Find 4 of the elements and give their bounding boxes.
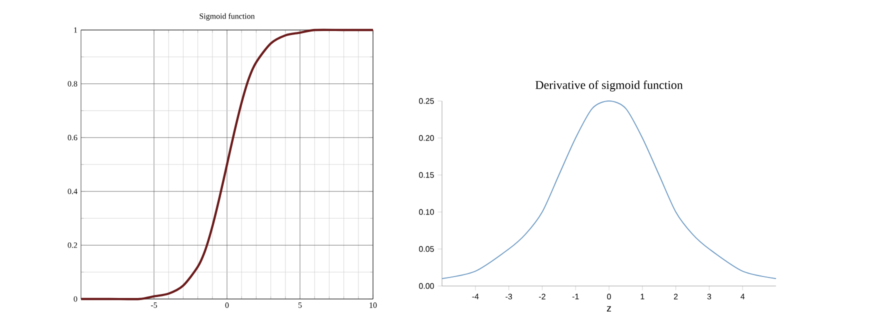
line-series [80, 28, 374, 300]
line-series [442, 100, 777, 280]
chart-title: Derivative of sigmoid function [535, 80, 683, 92]
x-axis-title: z [606, 306, 611, 312]
